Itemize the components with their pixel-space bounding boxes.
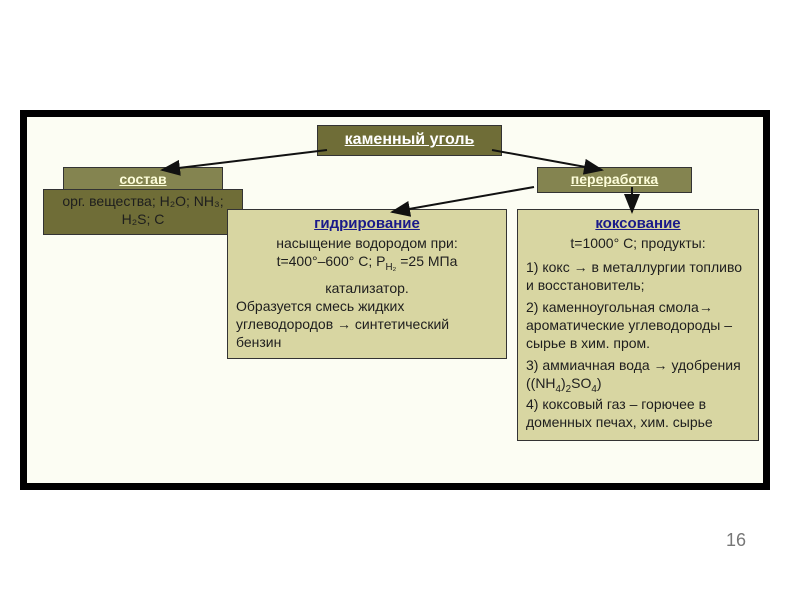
- hydro-line1: насыщение водородом при:: [236, 235, 498, 253]
- coking-title: коксование: [526, 214, 750, 233]
- pererab-header: переработка: [537, 167, 692, 193]
- hydro-title: гидрирование: [236, 214, 498, 233]
- root-node: каменный уголь: [317, 125, 502, 156]
- coking-item3: 3) аммиачная вода → удобрения ((NH4)2SO4…: [526, 357, 750, 396]
- coking-item1: 1) кокс → в металлургии топливо и восста…: [526, 259, 750, 295]
- diagram-frame: каменный уголь состав орг. вещества; H₂O…: [20, 110, 770, 490]
- page-number: 16: [726, 530, 746, 551]
- hydro-line2: t=400°–600° C; PH₂ =25 МПа: [236, 253, 498, 274]
- hydro-box: гидрирование насыщение водородом при: t=…: [227, 209, 507, 359]
- pererab-title: переработка: [571, 171, 658, 187]
- coking-item4: 4) коксовый газ – горючее в доменных печ…: [526, 396, 750, 432]
- sostav-body: орг. вещества; H₂O; NH₃; H₂S; C: [43, 189, 243, 235]
- hydro-line4: Образуется смесь жидких углеводородов → …: [236, 298, 498, 352]
- coking-box: коксование t=1000° C; продукты: 1) кокс …: [517, 209, 759, 441]
- sostav-text: орг. вещества; H₂O; NH₃; H₂S; C: [62, 193, 223, 227]
- coking-line1: t=1000° C; продукты:: [526, 235, 750, 253]
- hydro-line3: катализатор.: [236, 280, 498, 298]
- sostav-title: состав: [119, 171, 166, 187]
- coking-item2: 2) каменноугольная смола→ ароматические …: [526, 299, 750, 353]
- root-label: каменный уголь: [345, 131, 475, 148]
